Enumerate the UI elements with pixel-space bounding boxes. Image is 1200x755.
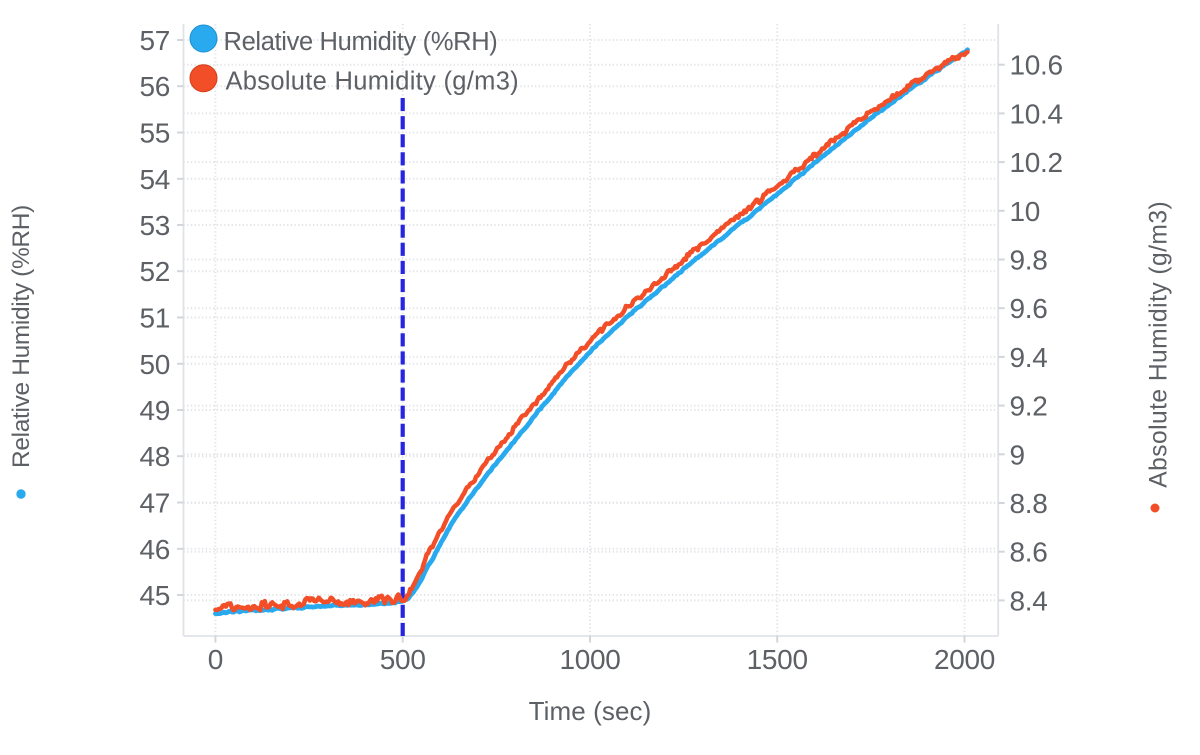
svg-text:Time (sec): Time (sec): [529, 696, 652, 726]
svg-text:10.4: 10.4: [1010, 98, 1063, 129]
svg-text:Relative Humidity (%RH): Relative Humidity (%RH): [8, 205, 35, 468]
svg-text:8.4: 8.4: [1010, 585, 1048, 616]
svg-text:Absolute Humidity (g/m3): Absolute Humidity (g/m3): [1146, 201, 1173, 488]
svg-text:47: 47: [139, 488, 170, 519]
svg-text:2000: 2000: [934, 644, 995, 675]
svg-text:1500: 1500: [747, 644, 808, 675]
svg-text:57: 57: [139, 25, 170, 56]
svg-text:51: 51: [139, 303, 170, 334]
svg-text:50: 50: [139, 349, 170, 380]
svg-text:55: 55: [139, 118, 170, 149]
svg-text:Relative Humidity (%RH): Relative Humidity (%RH): [224, 28, 498, 56]
svg-text:49: 49: [139, 395, 170, 426]
svg-text:45: 45: [139, 580, 170, 611]
svg-text:Absolute Humidity (g/m3): Absolute Humidity (g/m3): [226, 68, 519, 96]
svg-text:9.8: 9.8: [1010, 245, 1048, 276]
svg-text:8.6: 8.6: [1010, 537, 1048, 568]
svg-text:9.6: 9.6: [1010, 293, 1048, 324]
svg-text:1000: 1000: [559, 644, 620, 675]
svg-text:46: 46: [139, 534, 170, 565]
svg-text:10: 10: [1010, 196, 1041, 227]
svg-text:53: 53: [139, 210, 170, 241]
svg-text:8.8: 8.8: [1010, 488, 1048, 519]
svg-text:56: 56: [139, 71, 170, 102]
svg-text:52: 52: [139, 256, 170, 287]
svg-text:54: 54: [139, 164, 170, 195]
svg-text:9.2: 9.2: [1010, 391, 1048, 422]
svg-text:48: 48: [139, 441, 170, 472]
svg-text:9: 9: [1010, 439, 1025, 470]
svg-text:10.2: 10.2: [1010, 147, 1063, 178]
svg-text:9.4: 9.4: [1010, 342, 1048, 373]
svg-text:10.6: 10.6: [1010, 50, 1063, 81]
svg-text:0: 0: [208, 644, 223, 675]
svg-text:500: 500: [380, 644, 426, 675]
